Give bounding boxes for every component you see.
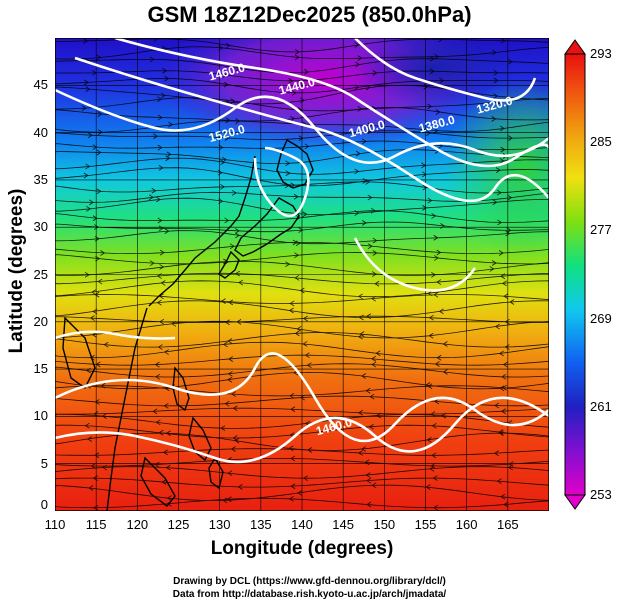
- x-tick-label: 150: [373, 517, 396, 532]
- x-tick-label: 155: [414, 517, 437, 532]
- colorbar-tick-label: 253: [590, 487, 612, 502]
- y-axis-label: Latitude (degrees): [6, 188, 27, 354]
- x-tick-label: 125: [167, 517, 190, 532]
- y-tick-label: 5: [40, 455, 48, 471]
- credit-data-source: Data from http://database.rish.kyoto-u.a…: [172, 589, 447, 600]
- x-tick-label: 130: [208, 517, 231, 532]
- colorbar-tick-label: 293: [590, 46, 612, 61]
- colorbar: [564, 39, 586, 510]
- x-tick-label: 110: [44, 517, 66, 532]
- map-title: GSM 18Z12Dec2025 (850.0hPa): [147, 2, 472, 27]
- y-tick-label: 30: [33, 219, 48, 235]
- x-tick-label: 140: [291, 517, 313, 532]
- x-tick-label: 135: [249, 517, 272, 532]
- y-tick-label: 40: [33, 124, 48, 140]
- colorbar-tick-label: 269: [590, 310, 612, 326]
- y-tick-label: 0: [40, 497, 48, 512]
- x-tick-label: 160: [455, 517, 478, 532]
- x-tick-label: 145: [332, 517, 354, 532]
- y-tick-label: 25: [33, 266, 48, 282]
- colorbar-tick-label: 261: [590, 398, 612, 414]
- wind-streamlines: [55, 38, 549, 511]
- credit-drawing: Drawing by DCL (https://www.gfd-dennou.o…: [173, 576, 446, 587]
- x-tick-label: 120: [126, 517, 149, 532]
- height-contours: [55, 38, 549, 464]
- colorbar-tick-label: 277: [590, 222, 612, 238]
- y-tick-label: 10: [33, 408, 48, 424]
- x-tick-label: 165: [496, 517, 519, 532]
- x-tick-label: 115: [85, 517, 107, 532]
- y-tick-label: 45: [33, 77, 48, 93]
- x-axis-label: Longitude (degrees): [210, 538, 394, 559]
- coastlines: [62, 138, 314, 511]
- colorbar-tick-label: 285: [590, 134, 612, 150]
- y-tick-label: 35: [33, 171, 48, 187]
- y-tick-label: 20: [33, 313, 48, 329]
- y-tick-label: 15: [33, 361, 48, 377]
